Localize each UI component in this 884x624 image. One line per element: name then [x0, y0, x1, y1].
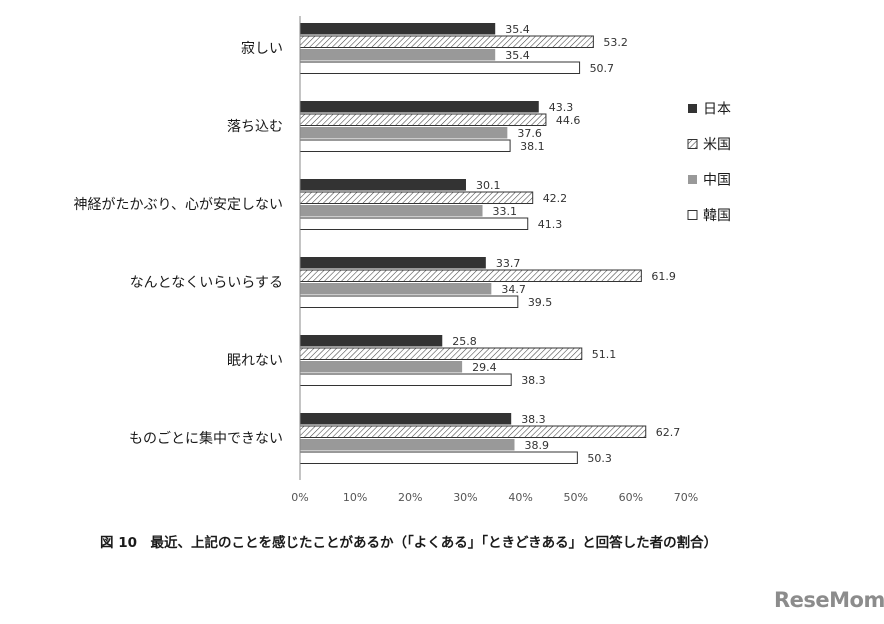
- data-label: 35.4: [505, 23, 529, 36]
- bar-korea: [299, 373, 512, 386]
- data-label: 38.1: [520, 140, 545, 153]
- category-label: 落ち込む: [227, 119, 283, 135]
- legend-label: 日本: [703, 102, 731, 118]
- legend-swatch: [687, 210, 698, 220]
- bar-china: [300, 283, 492, 295]
- x-tick-label: 40%: [508, 491, 532, 504]
- data-label: 34.7: [501, 283, 526, 296]
- data-label: 53.2: [603, 36, 628, 49]
- x-tick-label: 30%: [453, 491, 477, 504]
- data-label: 38.3: [521, 374, 546, 387]
- x-tick-label: 70%: [674, 491, 698, 504]
- data-label: 25.8: [452, 335, 477, 348]
- x-tick-label: 60%: [619, 491, 643, 504]
- data-label: 43.3: [549, 101, 574, 114]
- category-label: ものごとに集中できない: [129, 430, 283, 447]
- x-tick-label: 0%: [291, 491, 308, 504]
- figure-caption: 図 10 最近、上記のことを感じたことがあるか（「よくある」「ときどきある」と回…: [100, 535, 718, 551]
- bar-japan: [300, 257, 486, 269]
- bar-china: [300, 439, 515, 451]
- bar-japan: [300, 335, 443, 347]
- legend-swatch: [687, 139, 698, 149]
- data-label: 29.4: [472, 361, 497, 374]
- legend-label: 中国: [703, 173, 731, 189]
- legend-swatch: [688, 104, 697, 113]
- bar-korea: [299, 139, 511, 152]
- legend-label: 米国: [703, 137, 731, 153]
- bar-japan: [300, 413, 512, 425]
- bar-china: [300, 361, 463, 373]
- bar-usa: [299, 35, 594, 48]
- data-label: 30.1: [476, 179, 501, 192]
- bar-china: [300, 127, 508, 139]
- bar-usa: [299, 347, 583, 360]
- bar-korea: [299, 217, 529, 230]
- bar-korea: [299, 61, 581, 74]
- bar-japan: [300, 101, 539, 113]
- category-label: 寂しい: [241, 41, 283, 57]
- data-label: 38.3: [521, 413, 546, 426]
- data-label: 50.3: [587, 452, 612, 465]
- bar-korea: [299, 295, 519, 308]
- bar-usa: [299, 191, 534, 204]
- data-label: 35.4: [505, 49, 529, 62]
- category-label: なんとなくいらいらする: [130, 275, 283, 291]
- data-label: 50.7: [590, 62, 615, 75]
- bar-korea: [299, 451, 578, 464]
- data-label: 44.6: [556, 114, 581, 127]
- category-label: 神経がたかぶり、心が安定しない: [74, 197, 283, 213]
- bar-japan: [300, 23, 496, 35]
- bar-china: [300, 49, 496, 61]
- data-label: 33.7: [496, 257, 521, 270]
- data-label: 61.9: [651, 270, 676, 283]
- x-tick-label: 10%: [343, 491, 367, 504]
- data-label: 37.6: [517, 127, 542, 140]
- legend-label: 韓国: [703, 208, 731, 224]
- bar-china: [300, 205, 483, 217]
- data-label: 38.9: [525, 439, 550, 452]
- x-tick-label: 50%: [563, 491, 587, 504]
- category-label: 眠れない: [227, 353, 283, 369]
- data-label: 42.2: [543, 192, 568, 205]
- data-label: 41.3: [538, 218, 563, 231]
- bar-japan: [300, 179, 466, 191]
- data-label: 33.1: [493, 205, 517, 218]
- data-label: 39.5: [528, 296, 553, 309]
- bar-usa: [299, 113, 547, 126]
- bar-usa: [299, 269, 642, 282]
- data-label: 51.1: [592, 348, 617, 361]
- resemom-logo: ReseMom: [774, 588, 884, 612]
- legend-swatch: [688, 175, 697, 184]
- x-tick-label: 20%: [398, 491, 422, 504]
- bar-usa: [299, 425, 647, 438]
- data-label: 62.7: [656, 426, 681, 439]
